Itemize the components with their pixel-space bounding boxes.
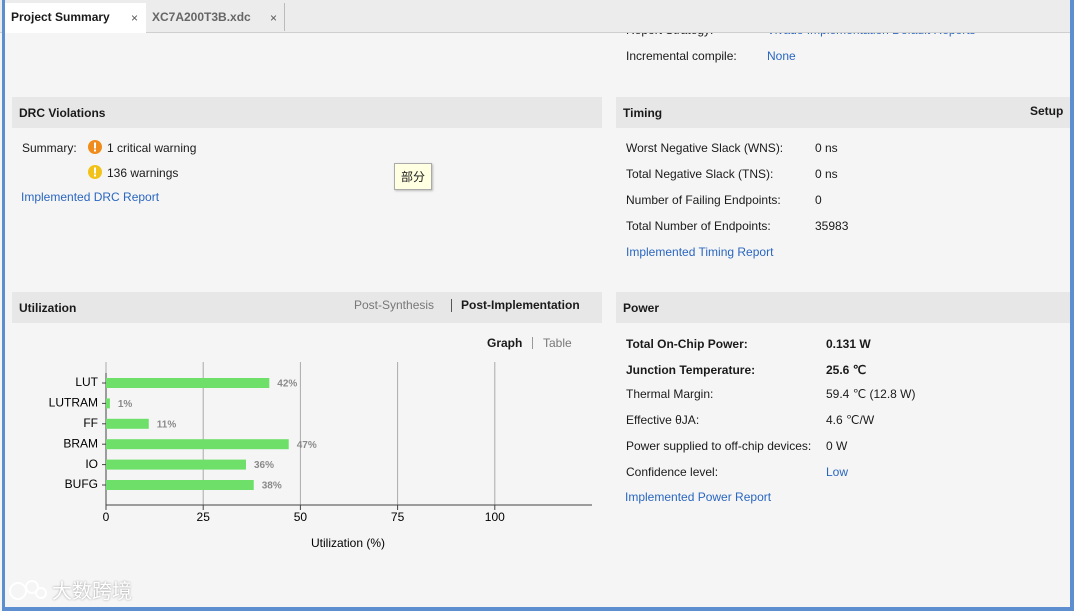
x-tick-label: 25	[197, 510, 211, 524]
power-value: 59.4 ℃ (12.8 W)	[826, 387, 916, 401]
tooltip: 部分	[394, 163, 432, 190]
power-value: 4.6 ℃/W	[826, 413, 875, 427]
y-tick-label: BRAM	[63, 436, 98, 450]
panel-title: Power	[623, 301, 660, 315]
frame-right	[1070, 0, 1074, 611]
power-label: Confidence level:	[626, 465, 719, 479]
timing-value: 0 ns	[815, 167, 838, 181]
drc-item: 136 warnings	[107, 166, 179, 180]
tab-close[interactable]: ×	[270, 11, 278, 25]
timing-label: Total Negative Slack (TNS):	[626, 167, 774, 181]
bar	[106, 398, 110, 409]
value-label: 36%	[254, 460, 274, 471]
y-tick-label: LUTRAM	[49, 396, 98, 410]
power-label: Junction Temperature:	[626, 363, 756, 377]
power-label: Effective θJA:	[626, 413, 700, 427]
power-value[interactable]: Low	[826, 465, 849, 479]
power-value: 0.131 W	[826, 337, 871, 351]
timing-value: 35983	[815, 219, 849, 233]
frame-left	[2, 0, 5, 611]
panel-title: Utilization	[19, 301, 77, 315]
separator	[451, 299, 452, 312]
setup-link[interactable]: Setup	[1030, 104, 1064, 118]
tab-label: Project Summary	[11, 10, 110, 24]
y-tick-label: BUFG	[65, 477, 98, 491]
panel-header: DRC Violations	[12, 97, 602, 128]
value-label: 11%	[157, 419, 177, 430]
view-tab-active[interactable]: Post-Implementation	[461, 298, 580, 312]
bar	[106, 459, 246, 470]
tooltip-text: 部分	[401, 170, 426, 184]
summary-label: Summary:	[22, 141, 77, 155]
timing-value: 0 ns	[815, 141, 838, 155]
tab-active[interactable]: Project Summary ×	[5, 3, 146, 33]
warning-icons	[88, 140, 102, 179]
power-value: 0 W	[826, 439, 848, 453]
y-tick-label: LUT	[75, 375, 98, 389]
drc-item: 1 critical warning	[107, 141, 197, 155]
panel-header: Utilization Post-Synthesis Post-Implemen…	[12, 292, 602, 323]
tab-bar: Project Summary × XC7A200T3B.xdc ×	[0, 0, 1074, 33]
watermark: 大数跨境	[52, 581, 132, 603]
power-label: Power supplied to off-chip devices:	[626, 439, 812, 453]
timing-label: Total Number of Endpoints:	[626, 219, 771, 233]
tab-close[interactable]: ×	[131, 11, 139, 25]
timing-link[interactable]: Implemented Timing Report	[626, 245, 774, 259]
value-label: 47%	[297, 440, 317, 451]
panel-header: Power	[616, 292, 1074, 323]
y-tick-label: IO	[85, 457, 98, 471]
watermark-logo	[9, 580, 47, 600]
panel-header: Timing Setup	[616, 97, 1074, 128]
bar	[106, 439, 289, 450]
power-link[interactable]: Implemented Power Report	[625, 490, 772, 504]
timing-value: 0	[815, 193, 822, 207]
x-tick-label: 50	[294, 510, 308, 524]
drc-link[interactable]: Implemented DRC Report	[21, 190, 160, 204]
frame-bottom	[2, 607, 1074, 611]
view-tab[interactable]: Post-Synthesis	[354, 298, 435, 312]
mode-tab[interactable]: Table	[543, 336, 572, 350]
x-tick-label: 75	[391, 510, 405, 524]
panel-title: DRC Violations	[19, 106, 106, 120]
tab-label: XC7A200T3B.xdc	[152, 10, 251, 24]
power-label: Total On-Chip Power:	[626, 337, 748, 351]
y-tick-label: FF	[83, 416, 98, 430]
mode-tab-active[interactable]: Graph	[487, 336, 523, 350]
utilization-chart: 0 25 50 75 100 Utilization (%) LUT 42% LUTRAM 1% F…	[49, 362, 592, 550]
value-label: 38%	[262, 481, 282, 492]
power-label: Thermal Margin:	[626, 387, 714, 401]
timing-label: Number of Failing Endpoints:	[626, 193, 781, 207]
timing-label: Worst Negative Slack (WNS):	[626, 141, 784, 155]
x-axis-label: Utilization (%)	[311, 536, 385, 550]
setting-value[interactable]: None	[767, 49, 796, 63]
separator	[532, 337, 533, 349]
setting-label: Incremental compile:	[626, 49, 737, 63]
bar	[106, 418, 149, 429]
power-value: 25.6 ℃	[826, 363, 867, 377]
bar	[106, 480, 254, 490]
bar	[106, 378, 270, 388]
panel-title: Timing	[623, 106, 663, 120]
tab[interactable]: XC7A200T3B.xdc ×	[146, 3, 285, 31]
value-label: 1%	[118, 399, 133, 410]
value-label: 42%	[277, 379, 297, 390]
x-tick-label: 100	[485, 510, 505, 524]
x-tick-label: 0	[103, 510, 110, 524]
